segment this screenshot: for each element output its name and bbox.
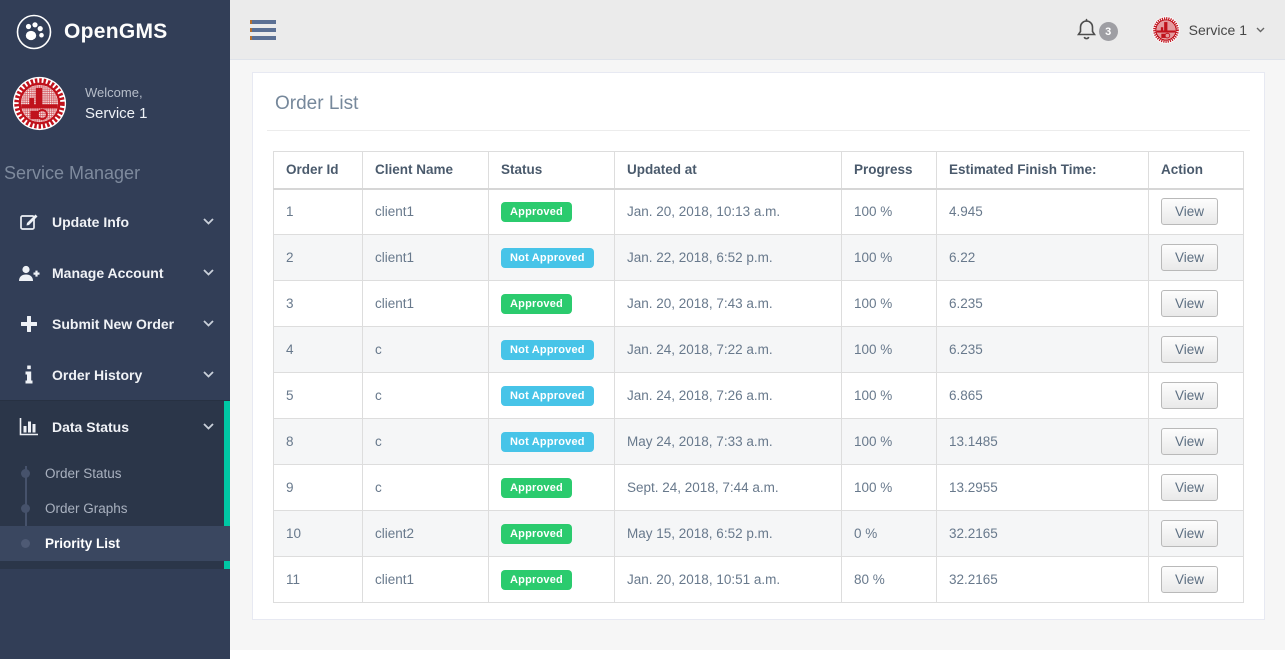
- status-badge: Not Approved: [501, 339, 594, 360]
- table-row: 11 client1 Approved Jan. 20, 2018, 10:51…: [273, 556, 1244, 603]
- status-badge: Approved: [501, 293, 572, 314]
- topbar: 3 Service 1: [230, 0, 1285, 60]
- status-badge: Not Approved: [501, 247, 594, 268]
- col-progress: Progress: [841, 151, 937, 190]
- sidebar-item-data-status[interactable]: Data Status: [0, 401, 230, 452]
- bell-icon: [1076, 18, 1097, 41]
- sidebar-item-order-status[interactable]: Order Status: [0, 456, 230, 491]
- status-badge: Approved: [501, 569, 572, 590]
- view-button[interactable]: View: [1161, 566, 1219, 593]
- page-title: Order List: [275, 93, 359, 114]
- sidebar: OpenGMS Welcome, Service 1 Service Manag…: [0, 0, 230, 659]
- bullet-icon: [21, 539, 30, 548]
- content-area: Order List Order Id Client Name Status U…: [230, 60, 1285, 650]
- divider: [267, 130, 1250, 131]
- user-menu[interactable]: Service 1: [1152, 16, 1265, 44]
- table-header-row: Order Id Client Name Status Updated at P…: [273, 151, 1244, 190]
- main-column: 3 Service 1 Order List: [230, 0, 1285, 659]
- col-order-id: Order Id: [273, 151, 363, 190]
- view-button[interactable]: View: [1161, 428, 1219, 455]
- table-row: 4 c Not Approved Jan. 24, 2018, 7:22 a.m…: [273, 326, 1244, 373]
- bar-chart-icon: [16, 417, 42, 436]
- status-badge: Approved: [501, 523, 572, 544]
- data-status-submenu: Order Status Order Graphs Priority List: [0, 452, 230, 569]
- chevron-down-icon: [203, 218, 214, 225]
- sidebar-item-order-history[interactable]: Order History: [0, 349, 230, 400]
- edit-icon: [16, 212, 42, 232]
- chevron-down-icon: [203, 371, 214, 378]
- col-action: Action: [1148, 151, 1244, 190]
- hamburger-menu-icon[interactable]: [244, 14, 282, 46]
- col-client-name: Client Name: [362, 151, 489, 190]
- sidebar-item-priority-list[interactable]: Priority List: [0, 526, 230, 561]
- status-badge: Not Approved: [501, 431, 594, 452]
- plus-icon: [16, 315, 42, 333]
- sidebar-item-update-info[interactable]: Update Info: [0, 196, 230, 247]
- table-row: 1 client1 Approved Jan. 20, 2018, 10:13 …: [273, 188, 1244, 235]
- user-avatar-small: [1152, 16, 1180, 44]
- user-plus-icon: [16, 264, 42, 282]
- view-button[interactable]: View: [1161, 474, 1219, 501]
- bullet-icon: [21, 504, 30, 513]
- app-logo[interactable]: OpenGMS: [0, 0, 230, 60]
- table-body: 1 client1 Approved Jan. 20, 2018, 10:13 …: [273, 188, 1244, 603]
- sidebar-username: Service 1: [85, 105, 148, 122]
- sidebar-item-submit-new-order[interactable]: Submit New Order: [0, 298, 230, 349]
- view-button[interactable]: View: [1161, 290, 1219, 317]
- welcome-label: Welcome,: [85, 85, 143, 100]
- app-title: OpenGMS: [64, 20, 168, 43]
- view-button[interactable]: View: [1161, 244, 1219, 271]
- view-button[interactable]: View: [1161, 198, 1219, 226]
- chevron-down-icon: [203, 269, 214, 276]
- user-menu-label: Service 1: [1188, 21, 1247, 38]
- table-row: 10 client2 Approved May 15, 2018, 6:52 p…: [273, 510, 1244, 557]
- paw-icon: [16, 14, 52, 50]
- status-badge: Approved: [501, 201, 572, 222]
- status-badge: Not Approved: [501, 385, 594, 406]
- sidebar-group-data-status: Data Status Order Status Order Graphs Pr: [0, 400, 230, 569]
- view-button[interactable]: View: [1161, 336, 1219, 363]
- active-accent-bar: [224, 401, 230, 569]
- sidebar-item-order-graphs[interactable]: Order Graphs: [0, 491, 230, 526]
- sidebar-item-manage-account[interactable]: Manage Account: [0, 247, 230, 298]
- order-list-card: Order List Order Id Client Name Status U…: [252, 72, 1265, 620]
- info-icon: [16, 365, 42, 384]
- sidebar-menu: Update Info Manage Account: [0, 196, 230, 569]
- notifications-button[interactable]: 3: [1076, 18, 1118, 41]
- view-button[interactable]: View: [1161, 520, 1219, 547]
- sidebar-section-label: Service Manager: [4, 163, 141, 183]
- table-row: 5 c Not Approved Jan. 24, 2018, 7:26 a.m…: [273, 372, 1244, 419]
- chevron-down-icon: [203, 423, 214, 430]
- table-row: 2 client1 Not Approved Jan. 22, 2018, 6:…: [273, 234, 1244, 281]
- view-button[interactable]: View: [1161, 382, 1219, 409]
- chevron-down-icon: [203, 320, 214, 327]
- order-table: Order Id Client Name Status Updated at P…: [273, 151, 1244, 603]
- col-status: Status: [488, 151, 615, 190]
- table-row: 3 client1 Approved Jan. 20, 2018, 7:43 a…: [273, 280, 1244, 327]
- table-row: 8 c Not Approved May 24, 2018, 7:33 a.m.…: [273, 418, 1244, 465]
- user-avatar[interactable]: [12, 76, 67, 131]
- col-updated-at: Updated at: [614, 151, 842, 190]
- status-badge: Approved: [501, 477, 572, 498]
- notification-count-badge: 3: [1098, 22, 1118, 41]
- bullet-icon: [21, 469, 30, 478]
- chevron-down-icon: [1256, 27, 1265, 33]
- footer: [230, 650, 1285, 659]
- table-row: 9 c Approved Sept. 24, 2018, 7:44 a.m. 1…: [273, 464, 1244, 511]
- col-estimated-finish: Estimated Finish Time:: [936, 151, 1149, 190]
- sidebar-user-panel: Welcome, Service 1: [0, 60, 230, 137]
